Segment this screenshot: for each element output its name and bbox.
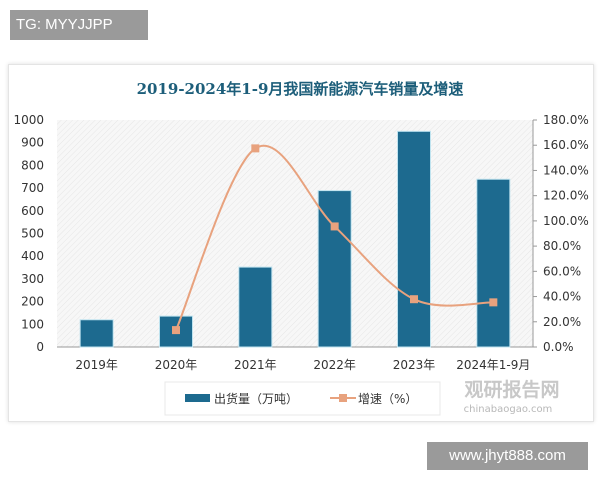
legend xyxy=(164,381,441,416)
watermark-cn: 观研报告网 xyxy=(464,378,559,401)
legend-line-label: 增速（%） xyxy=(358,392,417,406)
y-right-tick-label: 180.0% xyxy=(543,113,589,127)
tg-label: TG: MYYJJPP xyxy=(10,10,148,40)
y-left-tick-label: 300 xyxy=(21,272,44,286)
x-tick-label: 2021年 xyxy=(234,358,277,372)
legend-bar-label: 出货量（万吨） xyxy=(214,391,298,406)
growth-point xyxy=(330,222,339,231)
y-right-tick-label: 0.0% xyxy=(543,340,574,354)
legend-bar-swatch xyxy=(185,394,210,402)
y-left-tick-label: 0 xyxy=(36,340,44,354)
growth-point xyxy=(410,295,418,304)
y-left-tick-label: 200 xyxy=(21,295,44,309)
y-right-tick-label: 40.0% xyxy=(543,290,581,304)
y-left-tick-label: 100 xyxy=(21,317,44,331)
y-right-tick-label: 140.0% xyxy=(543,163,589,177)
y-right-tick-label: 80.0% xyxy=(543,239,581,253)
y-right-tick-label: 120.0% xyxy=(543,189,589,203)
plot-area xyxy=(57,120,533,347)
site-label: www.jhyt888.com xyxy=(427,442,588,470)
y-left-tick-label: 700 xyxy=(21,181,44,195)
x-tick-label: 2022年 xyxy=(313,358,356,372)
legend-line-marker xyxy=(339,394,347,402)
bar xyxy=(397,130,431,348)
y-left-tick-label: 900 xyxy=(21,136,44,150)
bar xyxy=(159,315,193,348)
growth-line xyxy=(175,144,494,331)
y-right-tick-label: 100.0% xyxy=(543,214,589,228)
bar xyxy=(476,178,511,348)
x-tick-label: 2019年 xyxy=(75,358,118,372)
y-left-tick-label: 600 xyxy=(21,204,44,218)
y-right-tick-label: 160.0% xyxy=(543,138,589,152)
y-right-tick-label: 60.0% xyxy=(543,264,581,278)
y-left-tick-label: 500 xyxy=(21,227,44,241)
x-tick-label: 2024年1-9月 xyxy=(456,358,530,372)
y-left-tick-label: 400 xyxy=(21,249,44,263)
y-left-tick-label: 800 xyxy=(21,158,44,172)
watermark-en: chinabaogao.com xyxy=(464,404,553,415)
y-right-tick-label: 20.0% xyxy=(543,315,581,329)
growth-point xyxy=(172,326,180,335)
x-tick-label: 2020年 xyxy=(155,358,198,372)
y-left-tick-label: 1000 xyxy=(13,113,44,127)
bar xyxy=(317,190,352,348)
growth-point xyxy=(489,298,498,307)
growth-point xyxy=(251,144,260,153)
bar xyxy=(238,266,273,348)
x-tick-label: 2023年 xyxy=(393,358,436,372)
bar xyxy=(79,319,114,348)
chart-title: 2019-2024年1-9月我国新能源汽车销量及增速 xyxy=(137,80,464,98)
